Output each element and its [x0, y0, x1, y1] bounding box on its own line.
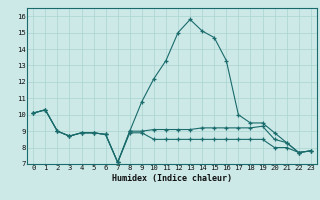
- X-axis label: Humidex (Indice chaleur): Humidex (Indice chaleur): [112, 174, 232, 183]
